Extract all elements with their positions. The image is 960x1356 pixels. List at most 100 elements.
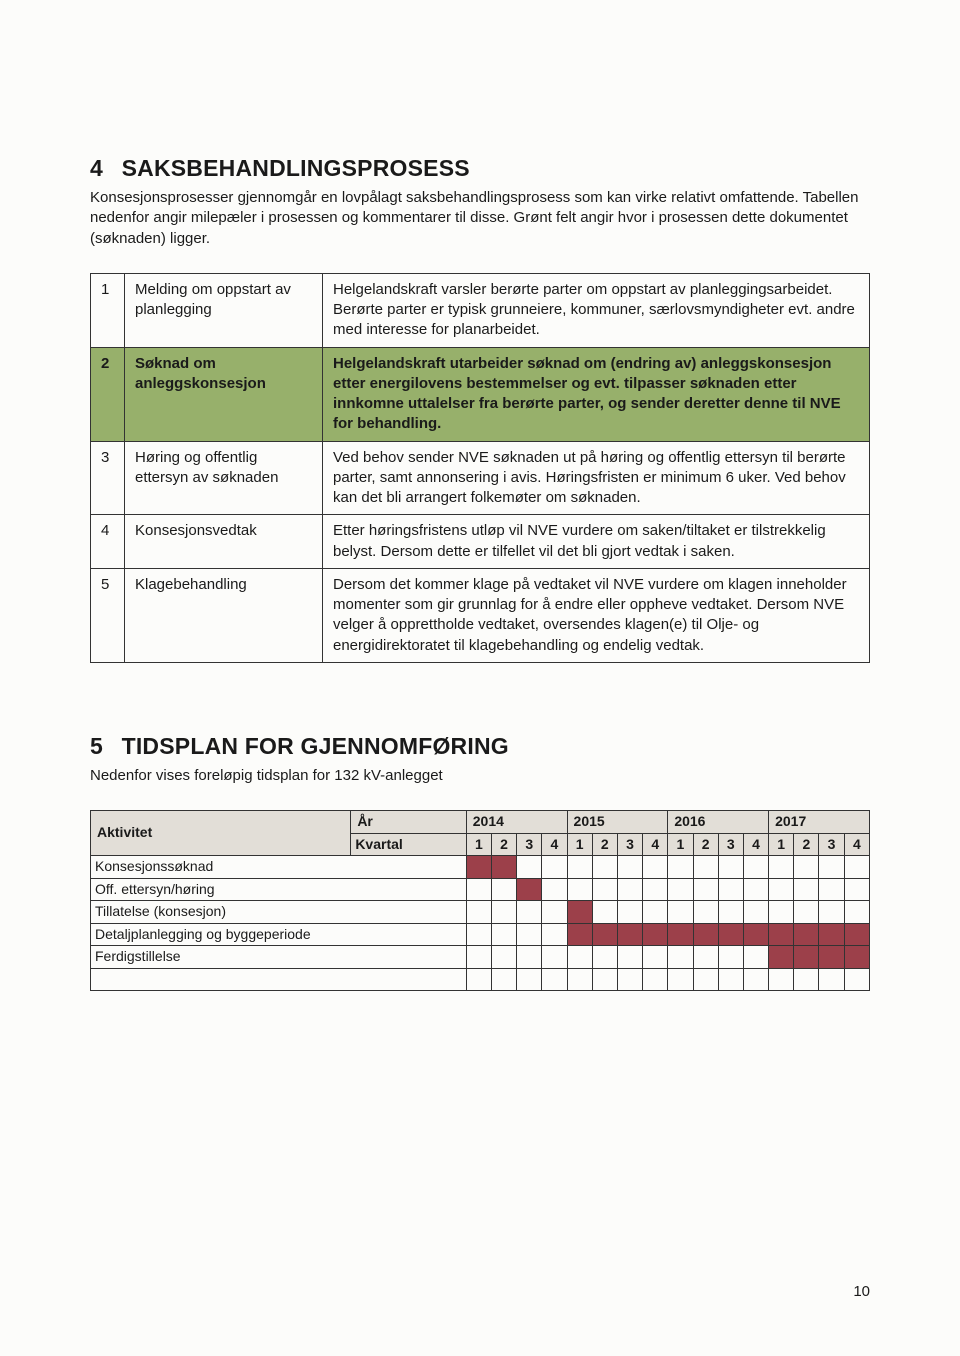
timeline-table: AktivitetÅr2014201520162017Kvartal123412… [90,810,870,991]
timeline-quarter-label: 3 [517,833,542,856]
timeline-cell [819,946,844,969]
timeline-cell [643,923,668,946]
timeline-cell [668,968,693,991]
timeline-cell [819,968,844,991]
timeline-cell [592,856,617,879]
timeline-cell [844,856,869,879]
timeline-cell [794,923,819,946]
timeline-cell [668,946,693,969]
timeline-cell [718,878,743,901]
timeline-cell [743,901,768,924]
timeline-cell [567,901,592,924]
timeline-cell [643,968,668,991]
timeline-quarter-label: 4 [844,833,869,856]
timeline-year-header: År [351,811,466,834]
timeline-cell [517,878,542,901]
timeline-cell [769,901,794,924]
timeline-cell [769,946,794,969]
milestone-desc: Ved behov sender NVE søknaden ut på høri… [323,441,870,515]
timeline-year-2017: 2017 [769,811,870,834]
timeline-cell [542,878,567,901]
timeline-activity-label: Detaljplanlegging og byggeperiode [91,923,467,946]
timeline-cell [542,968,567,991]
timeline-quarter-label: 1 [769,833,794,856]
timeline-cell [567,856,592,879]
document-page: 4 SAKSBEHANDLINGSPROSESS Konsesjonsprose… [0,0,960,1356]
timeline-cell [643,856,668,879]
timeline-cell [718,946,743,969]
timeline-cell [567,946,592,969]
timeline-cell [819,878,844,901]
milestone-number: 4 [91,515,125,569]
timeline-cell [592,923,617,946]
milestone-row: 4KonsesjonsvedtakEtter høringsfristens u… [91,515,870,569]
section-4-title: SAKSBEHANDLINGSPROSESS [122,155,470,181]
timeline-cell [491,946,516,969]
section-4-heading: 4 SAKSBEHANDLINGSPROSESS [90,155,870,182]
timeline-cell [718,923,743,946]
timeline-activity-header: Aktivitet [91,811,351,856]
timeline-cell [693,856,718,879]
milestone-title: Konsesjonsvedtak [125,515,323,569]
milestone-desc: Helgelandskraft varsler berørte parter o… [323,273,870,347]
timeline-cell [769,968,794,991]
timeline-cell [617,901,642,924]
timeline-cell [617,856,642,879]
timeline-cell [668,901,693,924]
timeline-cell [643,901,668,924]
timeline-cell [718,901,743,924]
timeline-cell [567,878,592,901]
timeline-cell [542,923,567,946]
milestone-desc: Helgelandskraft utarbeider søknad om (en… [323,347,870,441]
timeline-cell [668,856,693,879]
timeline-quarter-label: 2 [491,833,516,856]
timeline-cell [844,878,869,901]
timeline-cell [567,923,592,946]
timeline-wrapper: AktivitetÅr2014201520162017Kvartal123412… [90,810,870,991]
milestone-number: 5 [91,568,125,662]
timeline-cell [819,923,844,946]
milestone-title: Høring og offentlig ettersyn av søknaden [125,441,323,515]
milestones-table: 1Melding om oppstart av planleggingHelge… [90,273,870,663]
timeline-cell [743,946,768,969]
section-5-title: TIDSPLAN FOR GJENNOMFØRING [122,733,509,759]
timeline-quarter-header: Kvartal [351,833,466,856]
timeline-quarter-label: 2 [794,833,819,856]
timeline-row: Ferdigstillelse [91,946,870,969]
timeline-cell [466,878,491,901]
timeline-cell [844,946,869,969]
milestone-row: 5KlagebehandlingDersom det kommer klage … [91,568,870,662]
timeline-quarter-label: 1 [668,833,693,856]
timeline-cell [643,878,668,901]
timeline-cell [794,901,819,924]
timeline-cell [491,878,516,901]
milestone-row: 2Søknad om anleggskonsesjonHelgelandskra… [91,347,870,441]
timeline-cell [844,901,869,924]
timeline-cell [517,856,542,879]
timeline-cell [819,856,844,879]
milestone-number: 2 [91,347,125,441]
timeline-cell [769,878,794,901]
timeline-cell [844,968,869,991]
timeline-quarter-label: 4 [643,833,668,856]
timeline-cell [491,923,516,946]
timeline-year-2014: 2014 [466,811,567,834]
timeline-cell [491,901,516,924]
timeline-quarter-label: 3 [617,833,642,856]
milestone-title: Melding om oppstart av planlegging [125,273,323,347]
timeline-cell [617,878,642,901]
timeline-cell [517,923,542,946]
section-5-heading: 5 TIDSPLAN FOR GJENNOMFØRING [90,733,870,760]
milestone-desc: Dersom det kommer klage på vedtaket vil … [323,568,870,662]
milestone-row: 1Melding om oppstart av planleggingHelge… [91,273,870,347]
timeline-cell [466,946,491,969]
timeline-cell [844,923,869,946]
timeline-cell [743,923,768,946]
timeline-cell [693,968,718,991]
section-5-number: 5 [90,733,103,759]
milestone-title: Søknad om anleggskonsesjon [125,347,323,441]
timeline-cell [693,901,718,924]
timeline-cell [542,901,567,924]
timeline-activity-label: Off. ettersyn/høring [91,878,467,901]
timeline-cell [819,901,844,924]
